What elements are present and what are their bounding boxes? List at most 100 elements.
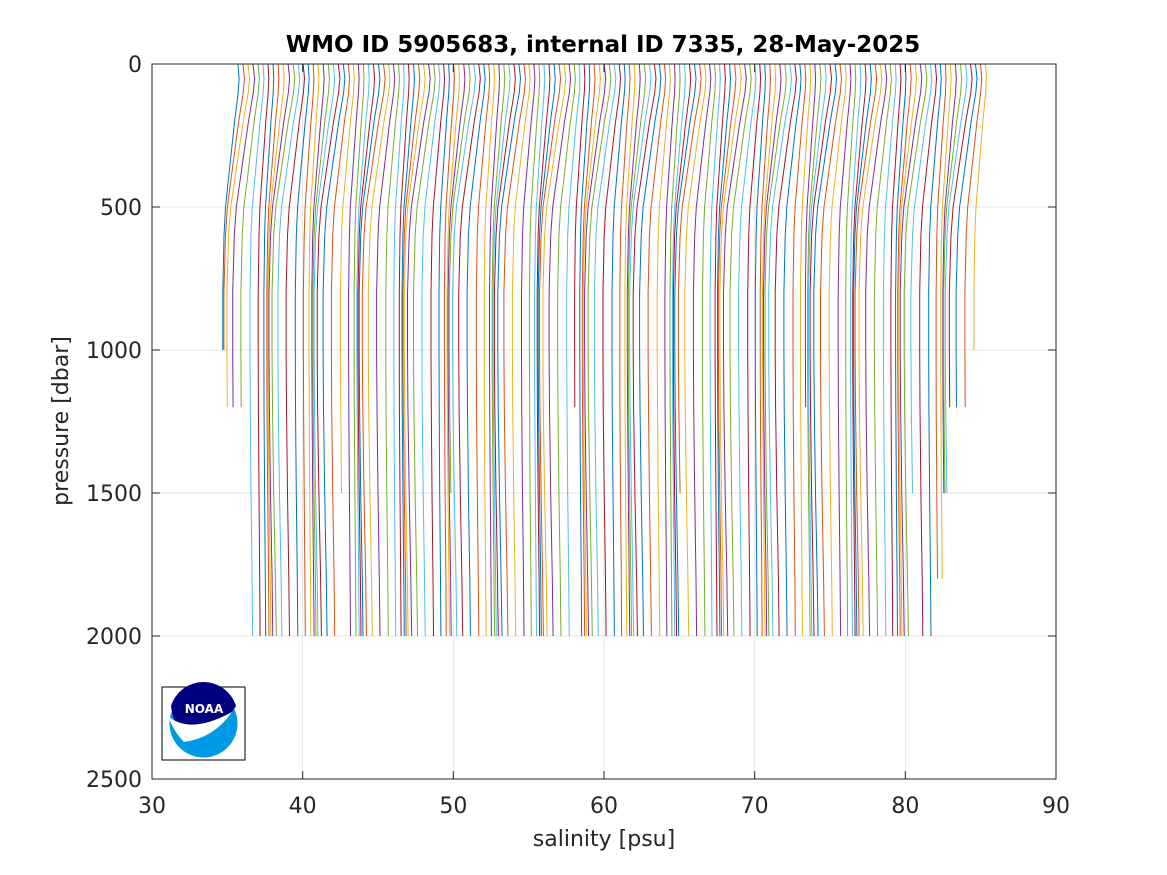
noaa-logo: NOAA <box>161 681 246 761</box>
profile-line <box>430 64 446 637</box>
profile-line <box>542 64 567 637</box>
profile-line <box>407 64 431 637</box>
profile-line <box>312 64 330 637</box>
profile-line <box>882 64 897 637</box>
profile-line <box>928 64 942 637</box>
profile-line <box>714 64 726 637</box>
profile-line <box>754 64 766 637</box>
profile-line <box>581 64 596 637</box>
profile-line <box>413 64 436 637</box>
y-tick-label: 2500 <box>86 768 142 793</box>
profile-line <box>903 64 928 637</box>
profile-line <box>593 64 617 637</box>
profile-line <box>503 64 527 637</box>
profile-line <box>807 64 822 637</box>
profile-line <box>249 64 265 637</box>
ticks <box>151 63 1057 780</box>
profile-line <box>402 64 421 637</box>
profile-line <box>808 64 827 637</box>
x-tick-label: 50 <box>439 794 467 819</box>
profile-line <box>809 64 833 637</box>
profile-line <box>639 64 662 637</box>
profile-line <box>367 64 391 637</box>
profile-line <box>626 64 641 637</box>
y-tick-label: 1000 <box>86 339 142 364</box>
profile-line <box>240 64 260 408</box>
profile-line <box>850 64 862 637</box>
profile-line <box>322 64 346 637</box>
profile-line <box>385 64 400 637</box>
profile-line <box>669 64 681 637</box>
profile-line <box>446 64 461 637</box>
profile-line <box>858 64 883 637</box>
profile-line <box>677 64 702 494</box>
profile-line <box>266 64 280 637</box>
profile-line <box>222 64 240 350</box>
profile-line <box>853 64 872 637</box>
profile-line <box>664 64 676 637</box>
y-tick-label: 500 <box>100 196 142 221</box>
profile-line <box>232 64 256 408</box>
profile-line <box>964 64 983 408</box>
profile-line <box>548 64 572 637</box>
profile-line <box>837 64 852 637</box>
profile-line <box>944 64 968 494</box>
y-tick-label: 2000 <box>86 625 142 650</box>
profile-line <box>865 64 888 637</box>
profile-line <box>587 64 612 637</box>
profile-line <box>747 64 762 637</box>
profile-line <box>783 64 802 637</box>
profile-line <box>584 64 607 637</box>
profile-line <box>943 64 963 494</box>
profile-line <box>403 64 426 637</box>
profile-line <box>910 64 933 494</box>
profile-line <box>768 64 793 637</box>
profile-line <box>357 64 376 637</box>
profile-line <box>557 64 576 637</box>
profile-line <box>684 64 707 637</box>
profile-line <box>491 64 506 637</box>
profile-line <box>955 64 978 408</box>
profile-line <box>226 64 251 408</box>
profile-line <box>619 64 631 637</box>
profile-line <box>257 64 270 637</box>
profile-line <box>566 64 581 637</box>
profile-line <box>483 64 496 637</box>
profiles <box>222 64 987 637</box>
profile-line <box>438 64 450 637</box>
profile-line <box>692 64 712 637</box>
profile-line <box>528 64 541 637</box>
profile-line <box>763 64 782 637</box>
profile-line <box>627 64 647 637</box>
x-tick-label: 40 <box>289 794 317 819</box>
profile-line <box>717 64 732 637</box>
profile-line <box>582 64 601 637</box>
profile-line <box>854 64 878 637</box>
profile-line <box>267 64 285 637</box>
profile-line <box>820 64 843 637</box>
profile-line <box>899 64 923 637</box>
profile-line <box>443 64 455 637</box>
profile-line <box>458 64 481 637</box>
profile-line <box>263 64 275 637</box>
y-tick-labels: 0 500 1000 1500 2000 2500 <box>86 53 142 793</box>
profile-line <box>401 64 415 637</box>
profile-line <box>536 64 551 637</box>
profile-line <box>973 64 987 350</box>
x-tick-labels: 30 40 50 60 70 80 90 <box>138 794 1070 819</box>
x-tick-label: 60 <box>590 794 618 819</box>
profile-line <box>729 64 752 637</box>
profile-line <box>759 64 772 637</box>
profile-line <box>709 64 721 637</box>
profile-line <box>897 64 912 637</box>
profile-line <box>475 64 491 637</box>
x-tick-label: 70 <box>741 794 769 819</box>
profile-line <box>629 64 652 637</box>
profile-line <box>421 64 441 637</box>
profile-line <box>898 64 918 637</box>
profile-line <box>493 64 516 637</box>
profile-line <box>852 64 867 637</box>
profile-line <box>624 64 636 637</box>
profile-line <box>579 64 591 637</box>
